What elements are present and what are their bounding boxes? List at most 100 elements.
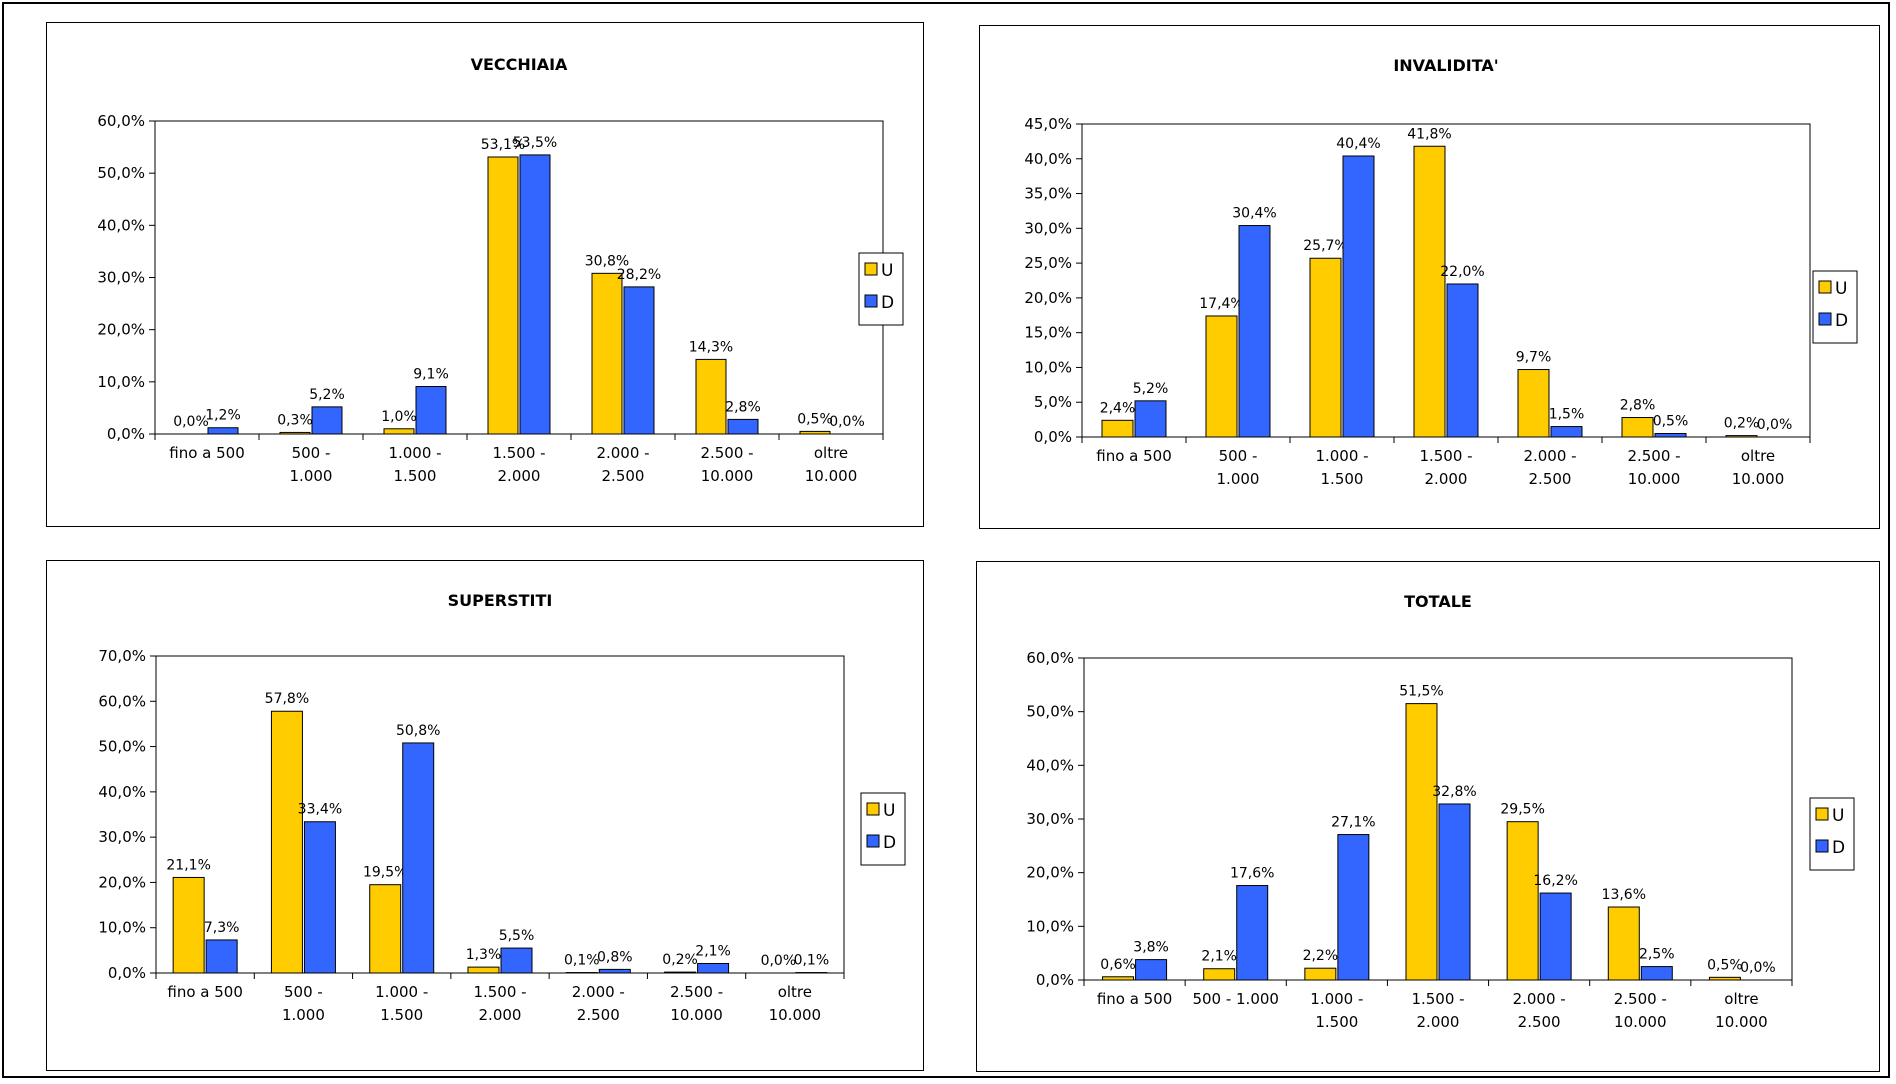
x-tick-label: 2.000 (498, 467, 541, 485)
data-label-u: 0,3% (277, 412, 313, 428)
data-label-d: 28,2% (617, 267, 661, 283)
data-label-d: 9,1% (413, 367, 449, 383)
bar-d (206, 940, 237, 973)
y-tick-label: 40,0% (1024, 150, 1072, 168)
y-tick-label: 40,0% (97, 216, 145, 234)
x-tick-label: 500 - 1.000 (1192, 990, 1279, 1008)
bar-u (271, 711, 302, 973)
bar-d (1239, 226, 1270, 437)
data-label-d: 5,2% (309, 387, 345, 403)
bar-u (1310, 258, 1341, 437)
bar-d (1338, 835, 1369, 980)
legend-label-u: U (883, 801, 895, 821)
x-tick-label: fino a 500 (167, 983, 243, 1001)
bar-d (1343, 156, 1374, 437)
x-tick-label: 2.500 - (1614, 990, 1667, 1008)
y-tick-label: 50,0% (98, 738, 146, 756)
x-tick-label: 2.000 (1425, 470, 1468, 488)
y-tick-label: 20,0% (98, 873, 146, 891)
data-label-d: 0,5% (1653, 414, 1689, 430)
plot-area (1082, 124, 1810, 437)
bar-u (1305, 968, 1336, 980)
y-tick-label: 30,0% (1024, 219, 1072, 237)
x-tick-label: fino a 500 (1097, 990, 1173, 1008)
bar-u (1507, 822, 1538, 980)
data-label-d: 2,8% (725, 399, 761, 415)
x-tick-label: 2.500 (1529, 470, 1572, 488)
data-label-u: 2,8% (1620, 398, 1656, 414)
bar-d (416, 387, 446, 434)
data-label-u: 41,8% (1407, 126, 1451, 142)
x-tick-label: fino a 500 (169, 444, 245, 462)
bar-u (1709, 977, 1740, 980)
bar-u (1518, 370, 1549, 437)
bar-d (1136, 960, 1167, 980)
x-tick-label: oltre (814, 444, 848, 462)
x-tick-label: 500 - (292, 444, 331, 462)
chart-title: TOTALE (1404, 592, 1472, 611)
chart-title: SUPERSTITI (448, 591, 553, 610)
bar-d (1540, 893, 1571, 980)
data-label-u: 0,5% (797, 411, 833, 427)
x-tick-label: 2.000 - (572, 983, 625, 1001)
bar-d (1655, 434, 1686, 437)
y-tick-label: 30,0% (97, 269, 145, 287)
x-tick-label: 1.500 (380, 1006, 423, 1024)
data-label-u: 17,4% (1199, 296, 1243, 312)
bar-u (384, 429, 414, 434)
bar-d (304, 822, 335, 973)
data-label-u: 19,5% (363, 865, 407, 881)
data-label-u: 29,5% (1500, 802, 1544, 818)
bar-u (696, 359, 726, 434)
data-label-d: 30,4% (1232, 206, 1276, 222)
x-tick-label: 10.000 (1614, 1013, 1667, 1031)
bar-d (1447, 284, 1478, 437)
chart-invalidita-svg: INVALIDITA'0,0%5,0%10,0%15,0%20,0%25,0%3… (980, 26, 1881, 530)
x-tick-label: 2.500 - (670, 983, 723, 1001)
data-label-u: 1,3% (466, 947, 502, 963)
bar-d (1641, 967, 1672, 980)
data-label-d: 27,1% (1331, 815, 1375, 831)
data-label-u: 2,1% (1201, 949, 1237, 965)
data-label-d: 50,8% (396, 723, 440, 739)
y-tick-label: 30,0% (1026, 810, 1074, 828)
data-label-u: 0,6% (1100, 957, 1136, 973)
data-label-u: 0,2% (1724, 416, 1760, 432)
bar-d (1439, 804, 1470, 980)
legend-label-u: U (1832, 806, 1844, 826)
y-tick-label: 60,0% (98, 692, 146, 710)
data-label-d: 0,0% (1757, 417, 1793, 433)
y-tick-label: 40,0% (1026, 756, 1074, 774)
x-tick-label: 1.500 (1315, 1013, 1358, 1031)
legend-swatch-u (1816, 808, 1828, 820)
data-label-u: 0,5% (1707, 957, 1743, 973)
y-tick-label: 50,0% (1026, 703, 1074, 721)
bar-u (488, 157, 518, 434)
y-tick-label: 50,0% (97, 164, 145, 182)
bar-d (728, 419, 758, 434)
y-tick-label: 25,0% (1024, 254, 1072, 272)
x-tick-label: 1.500 - (473, 983, 526, 1001)
x-tick-label: 2.500 (577, 1006, 620, 1024)
data-label-d: 7,3% (204, 920, 240, 936)
bar-d (1135, 401, 1166, 437)
y-tick-label: 5,0% (1034, 393, 1072, 411)
chart-vecchiaia-svg: VECCHIAIA0,0%10,0%20,0%30,0%40,0%50,0%60… (47, 23, 925, 528)
data-label-d: 0,0% (829, 414, 865, 430)
x-tick-label: 2.500 (1518, 1013, 1561, 1031)
data-label-u: 57,8% (265, 691, 309, 707)
legend-label-u: U (1835, 279, 1847, 299)
data-label-d: 0,0% (1740, 960, 1776, 976)
data-label-u: 1,0% (381, 409, 417, 425)
x-tick-label: 1.000 (1217, 470, 1260, 488)
data-label-u: 14,3% (689, 339, 733, 355)
data-label-d: 22,0% (1440, 264, 1484, 280)
y-tick-label: 60,0% (97, 112, 145, 130)
x-tick-label: 1.500 (394, 467, 437, 485)
bar-d (1237, 886, 1268, 980)
bar-d (599, 969, 630, 973)
data-label-d: 2,5% (1639, 947, 1675, 963)
x-tick-label: 1.000 - (388, 444, 441, 462)
data-label-d: 0,1% (794, 953, 830, 969)
x-tick-label: 10.000 (1628, 470, 1681, 488)
